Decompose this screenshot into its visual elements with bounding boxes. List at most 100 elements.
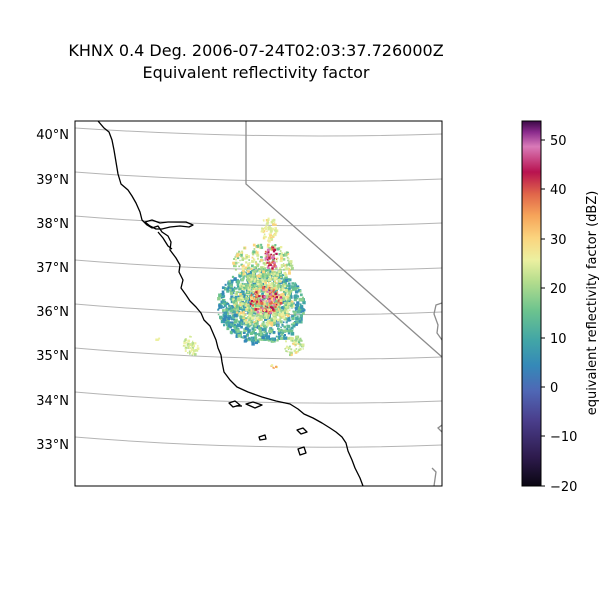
echo-pixel xyxy=(299,348,302,351)
echo-pixel xyxy=(275,287,278,290)
echo-pixel xyxy=(191,348,194,351)
echo-pixel xyxy=(301,311,305,315)
echo-pixel xyxy=(266,299,269,303)
echo-pixel xyxy=(295,338,298,342)
echo-pixel xyxy=(273,280,277,283)
echo-pixel xyxy=(291,282,294,285)
echo-pixel xyxy=(247,329,251,334)
echo-pixel xyxy=(239,293,242,296)
echo-pixel xyxy=(286,287,290,291)
echo-pixel xyxy=(227,282,230,285)
echo-pixel xyxy=(275,365,278,368)
echo-pixel xyxy=(258,338,261,341)
echo-pixel xyxy=(245,283,248,286)
echo-pixel xyxy=(184,347,187,350)
echo-pixel xyxy=(284,301,287,305)
echo-pixel xyxy=(273,277,275,279)
echo-pixel xyxy=(274,305,277,309)
echo-pixel xyxy=(302,300,306,305)
echo-pixel xyxy=(267,251,270,254)
echo-pixel xyxy=(273,321,277,325)
echo-pixel xyxy=(190,336,192,338)
echo-pixel xyxy=(236,283,240,286)
echo-pixel xyxy=(234,324,238,328)
echo-pixel xyxy=(232,298,235,301)
echo-pixel xyxy=(272,265,275,268)
echo-pixel xyxy=(260,318,263,321)
echo-pixel xyxy=(271,261,274,264)
echo-pixel xyxy=(296,285,300,289)
echo-pixel xyxy=(231,275,235,278)
echo-pixel xyxy=(239,253,243,257)
echo-pixel xyxy=(292,288,295,291)
echo-pixel xyxy=(236,323,241,327)
echo-pixel xyxy=(280,307,282,309)
echo-pixel xyxy=(268,226,271,229)
lat-label-34n: 34°N xyxy=(36,394,69,409)
echo-pixel xyxy=(286,297,290,301)
lat-label-35n: 35°N xyxy=(36,349,69,364)
echo-pixel xyxy=(252,324,257,328)
echo-pixel xyxy=(272,246,275,249)
echo-pixel xyxy=(234,295,238,299)
echo-pixel xyxy=(295,311,298,314)
echo-pixel xyxy=(280,336,284,340)
echo-pixel xyxy=(264,307,266,309)
echo-pixel xyxy=(245,257,248,260)
echo-pixel xyxy=(263,311,266,314)
echo-pixel xyxy=(248,319,252,322)
echo-pixel xyxy=(230,290,232,293)
echo-pixel xyxy=(293,349,297,353)
echo-pixel xyxy=(252,250,256,254)
echo-pixel xyxy=(235,292,238,295)
echo-pixel xyxy=(256,278,259,281)
echo-pixel xyxy=(276,257,279,260)
echo-pixel xyxy=(268,289,271,291)
echo-pixel xyxy=(279,309,283,313)
echo-pixel xyxy=(265,310,268,313)
echo-pixel xyxy=(297,287,300,289)
echo-pixel xyxy=(268,332,272,335)
echo-pixel xyxy=(266,288,270,292)
echo-pixel xyxy=(235,335,239,338)
echo-pixel xyxy=(230,288,234,292)
echo-pixel xyxy=(256,299,259,301)
echo-pixel xyxy=(192,340,194,342)
echo-pixel xyxy=(255,245,258,248)
echo-pixel xyxy=(289,336,292,340)
echo-pixel xyxy=(287,253,290,255)
echo-pixel xyxy=(241,290,244,293)
echo-pixel xyxy=(297,307,302,311)
echo-pixel xyxy=(265,336,269,340)
echo-pixel xyxy=(267,312,270,315)
echo-pixel xyxy=(250,284,253,287)
echo-pixel xyxy=(265,305,267,307)
echo-pixel xyxy=(285,267,289,271)
echo-pixel xyxy=(282,297,286,300)
echo-pixel xyxy=(267,243,270,247)
echo-pixel xyxy=(236,298,240,302)
echo-pixel xyxy=(260,243,263,246)
gridline-38n xyxy=(75,215,442,227)
lat-label-33n: 33°N xyxy=(36,438,69,453)
echo-pixel xyxy=(273,314,276,316)
echo-pixel xyxy=(265,219,269,222)
echo-pixel xyxy=(271,227,274,231)
echo-pixel xyxy=(290,323,293,326)
echo-pixel xyxy=(191,348,194,350)
echo-pixel xyxy=(269,291,271,294)
echo-pixel xyxy=(267,217,270,220)
echo-pixel xyxy=(267,236,271,240)
echo-pixel xyxy=(227,313,229,315)
echo-pixel xyxy=(233,258,236,260)
echo-pixel xyxy=(264,284,267,286)
radar-echoes xyxy=(155,217,306,369)
echo-pixel xyxy=(235,327,238,330)
echo-pixel xyxy=(268,283,271,287)
echo-pixel xyxy=(300,343,302,346)
echo-pixel xyxy=(283,280,286,283)
echo-pixel xyxy=(263,330,266,333)
echo-pixel xyxy=(222,317,226,321)
echo-pixel xyxy=(233,308,237,313)
echo-pixel xyxy=(274,265,277,268)
